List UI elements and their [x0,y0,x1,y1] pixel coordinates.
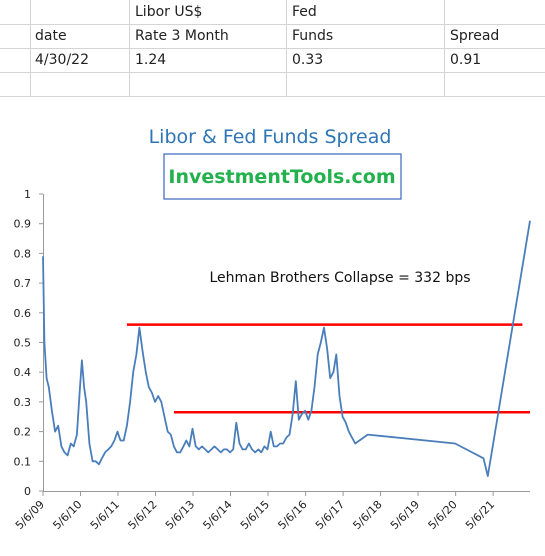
watermark-text: InvestmentTools.com [168,166,395,188]
x-tick-label: 5/6/20 [426,498,460,532]
cell-fed-value[interactable]: 0.33 [292,52,324,68]
y-tick-label: 0.4 [14,366,32,379]
y-tick-label: 0.8 [14,247,32,260]
y-tick-label: 0.9 [14,218,32,231]
x-tick-label: 5/6/17 [313,498,347,532]
cell-rate-header[interactable]: Rate 3 Month [135,28,229,44]
y-tick-label: 0.1 [14,455,32,468]
x-tick-label: 5/6/09 [13,498,47,532]
x-tick-label: 5/6/15 [238,498,272,532]
chart-title: Libor & Fed Funds Spread [149,126,392,148]
y-tick-label: 0.3 [14,396,32,409]
x-tick-label: 5/6/12 [125,498,159,532]
spread-chart[interactable]: Libor & Fed Funds Spread InvestmentTools… [0,112,545,551]
spread-series-line[interactable] [42,220,531,477]
watermark-box [163,153,402,200]
cell-libor-header[interactable]: Libor US$ [135,4,203,20]
chart-svg: Libor & Fed Funds Spread InvestmentTools… [13,126,531,532]
cell-spread-value[interactable]: 0.91 [450,52,482,68]
reference-line-group [126,323,530,414]
x-tick-label: 5/6/19 [388,498,422,532]
x-tick-label: 5/6/14 [200,498,234,532]
y-tick-label: 1 [24,188,31,201]
cell-spread-header[interactable]: Spread [450,28,500,44]
cell-libor-value[interactable]: 1.24 [135,52,167,68]
lehman-annotation: Lehman Brothers Collapse = 332 bps [209,270,470,286]
y-tick-label: 0 [24,485,31,498]
cell-date-header[interactable]: date [35,28,67,44]
x-tick-label: 5/6/10 [50,498,84,532]
cell-date-value[interactable]: 4/30/22 [35,52,89,68]
x-tick-label: 5/6/13 [163,498,197,532]
x-tick-label: 5/6/18 [350,498,384,532]
spreadsheet-grid [0,0,545,97]
x-tick-label: 5/6/21 [463,498,497,532]
y-tick-label: 0.7 [14,277,32,290]
x-tick-label: 5/6/11 [88,498,122,532]
cell-funds-header[interactable]: Funds [292,28,334,44]
y-tick-label: 0.2 [14,426,32,439]
y-tick-group: 0 0.1 0.2 0.3 0.4 0.5 0.6 0.7 0.8 0.9 1 [14,188,43,498]
spreadsheet-header: Libor US$ Fed date Rate 3 Month Funds Sp… [0,0,545,100]
y-tick-label: 0.5 [14,337,32,350]
y-tick-label: 0.6 [14,307,32,320]
cell-fed-header[interactable]: Fed [292,4,317,20]
x-tick-group: 5/6/09 5/6/10 5/6/11 5/6/12 5/6/13 5/6/14 5/6/… [13,491,497,532]
x-tick-label: 5/6/16 [275,498,309,532]
